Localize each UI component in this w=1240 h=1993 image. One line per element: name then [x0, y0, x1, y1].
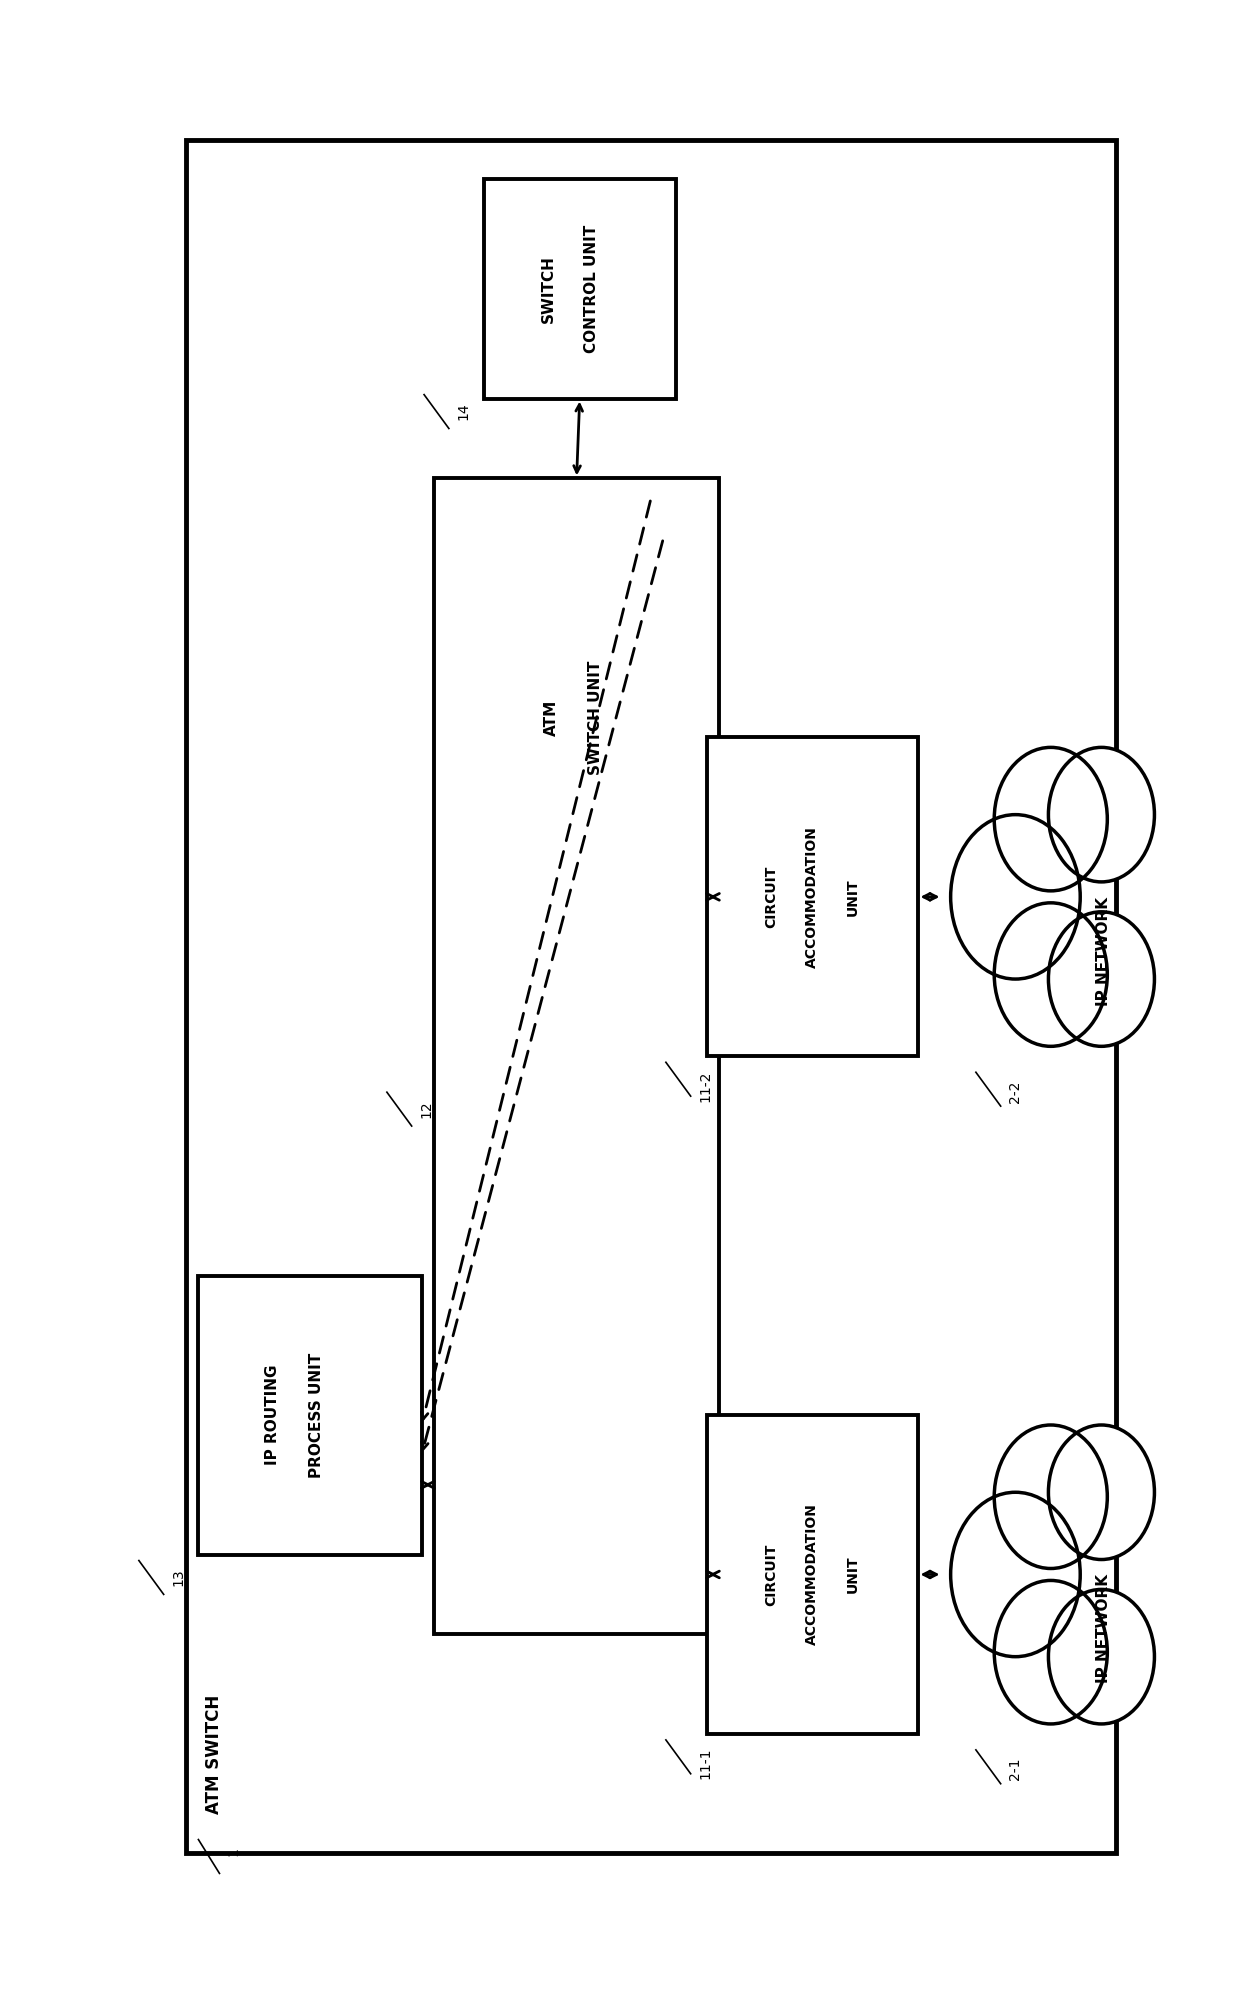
Ellipse shape	[951, 815, 1080, 979]
Text: UNIT: UNIT	[846, 879, 861, 915]
Bar	[484, 179, 676, 399]
Text: ATM: ATM	[544, 700, 559, 735]
Text: ACCOMMODATION: ACCOMMODATION	[805, 1503, 820, 1646]
Ellipse shape	[994, 1580, 1107, 1724]
Text: ACCOMMODATION: ACCOMMODATION	[805, 825, 820, 969]
Text: 12: 12	[419, 1100, 433, 1118]
Bar	[434, 478, 719, 1634]
Text: 11-2: 11-2	[698, 1070, 712, 1102]
Text: 1: 1	[227, 1848, 241, 1855]
Ellipse shape	[1049, 1425, 1154, 1561]
Text: 2-1: 2-1	[1008, 1758, 1022, 1780]
Text: IP ROUTING: IP ROUTING	[265, 1365, 280, 1465]
Ellipse shape	[994, 1425, 1107, 1568]
Text: ATM SWITCH: ATM SWITCH	[205, 1694, 223, 1814]
Ellipse shape	[951, 1493, 1080, 1656]
Text: PROCESS UNIT: PROCESS UNIT	[309, 1353, 324, 1477]
Ellipse shape	[1049, 913, 1154, 1046]
Bar	[707, 737, 918, 1056]
Text: IP NETWORK: IP NETWORK	[1096, 1574, 1111, 1684]
Text: SWITCH: SWITCH	[541, 255, 556, 323]
Text: UNIT: UNIT	[846, 1557, 861, 1592]
Bar	[198, 1276, 422, 1555]
FancyArrowPatch shape	[924, 1570, 936, 1578]
FancyArrowPatch shape	[707, 1570, 719, 1578]
Bar	[707, 1415, 918, 1734]
FancyArrowPatch shape	[924, 893, 936, 901]
Text: CIRCUIT: CIRCUIT	[764, 1543, 779, 1606]
Text: 13: 13	[171, 1568, 185, 1586]
FancyArrowPatch shape	[422, 500, 650, 1419]
Ellipse shape	[994, 747, 1107, 891]
Text: CIRCUIT: CIRCUIT	[764, 865, 779, 929]
Text: SWITCH UNIT: SWITCH UNIT	[588, 660, 603, 775]
FancyArrowPatch shape	[574, 405, 583, 472]
Text: CONTROL UNIT: CONTROL UNIT	[584, 225, 599, 353]
Ellipse shape	[1049, 1590, 1154, 1724]
Text: IP NETWORK: IP NETWORK	[1096, 897, 1111, 1006]
Bar	[186, 140, 1116, 1853]
Text: 11-1: 11-1	[698, 1748, 712, 1780]
FancyArrowPatch shape	[422, 1481, 434, 1489]
FancyArrowPatch shape	[707, 893, 719, 901]
FancyArrowPatch shape	[422, 540, 662, 1449]
Ellipse shape	[1049, 747, 1154, 881]
Text: 14: 14	[456, 403, 470, 421]
Text: 2-2: 2-2	[1008, 1080, 1022, 1102]
Ellipse shape	[994, 903, 1107, 1046]
